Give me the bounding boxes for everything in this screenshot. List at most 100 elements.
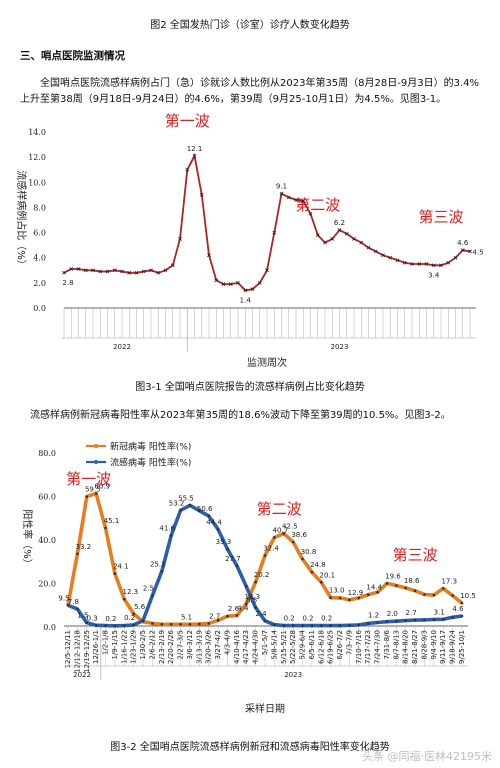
chart1-y-tick-label: 12.0	[28, 153, 46, 162]
positivity-chart: 0.0 20.0 40.0 60.0 80.0 12/5-12/11 12/12-12/18…	[21, 441, 476, 716]
chart2-data-label: 0.2	[124, 614, 135, 622]
chart2-x-tick-label: 6/5-6/11	[308, 630, 316, 660]
chart2-x-tick-label: 6/26-7/2	[336, 630, 344, 660]
chart2-series-point	[122, 624, 126, 627]
chart2-x-tick-label: 3/13-3/19	[195, 630, 203, 664]
chart2-series-point	[338, 596, 342, 600]
chart1-y-tick-label: 14.0	[28, 128, 46, 137]
figure3-2-caption: 图3-2 全国哨点医院流感样病例新冠和流感病毒阳性率变化趋势	[110, 742, 390, 753]
chart2-data-label: 30.8	[301, 548, 317, 556]
chart2-series-point	[94, 624, 98, 627]
chart1-point	[69, 267, 74, 271]
chart1-point	[257, 280, 262, 285]
chart2-x-tick-label: 5/8-5/14	[270, 629, 278, 659]
chart2-data-label: 0.2	[321, 615, 332, 623]
chart1-data-label: 2.8	[62, 279, 73, 287]
chart2-data-label: 24.1	[113, 563, 129, 571]
chart2-y-tick-label: 0.0	[43, 623, 56, 632]
chart2-data-label: 50.6	[197, 505, 213, 513]
chart2-data-label: 55.5	[178, 494, 194, 502]
chart2-data-label: 38.6	[291, 531, 307, 539]
ili-ratio-chart: 0.0 2.0 4.0 6.0 8.0 10.0 12.0 14.0 2022 2023 监测周次 流…	[15, 112, 484, 369]
chart1-point	[323, 240, 327, 245]
chart2-series-point	[226, 547, 229, 551]
chart2-series-point	[376, 621, 379, 624]
chart2-x-tick-label: 2/27-3/5	[177, 630, 185, 660]
chart1-point	[207, 253, 211, 258]
chart2-x-tick-label: 1/9-1/15	[111, 630, 119, 660]
chart2-series-point	[329, 624, 332, 627]
chart2-series-point	[348, 598, 351, 602]
chart2-series-point	[301, 624, 304, 627]
chart2-series-point	[319, 580, 323, 584]
chart1-point	[366, 245, 371, 250]
chart2-series-point	[366, 593, 370, 596]
chart2-series-point	[235, 564, 239, 568]
chart2-x-tick-label: 7/17-7/23	[364, 630, 372, 664]
chart2-data-label: 12.3	[122, 588, 138, 596]
chart2-series-point	[216, 528, 220, 531]
chart1-data-label: 12.1	[187, 145, 203, 153]
chart2-series-point	[395, 584, 398, 587]
chart2-series-point	[273, 623, 276, 626]
chart2-data-label: 27.7	[225, 555, 241, 563]
chart2-data-label: 4.4	[237, 605, 249, 613]
chart1-point	[439, 263, 443, 268]
chart1-y-tick-label: 6.0	[33, 229, 46, 238]
chart2-series-point	[254, 580, 257, 584]
chart2-series-point	[319, 624, 323, 627]
chart1-point	[424, 262, 429, 266]
chart2-series-point	[94, 492, 98, 495]
chart2-y-tick-label: 40.0	[38, 536, 56, 545]
chart2-series-point	[151, 622, 154, 625]
chart2-x-tick-label: 1/23-1/29	[130, 630, 138, 664]
chart2-x-tick-label: 3/27-4/2	[214, 630, 222, 660]
chart1-data-label: 6.2	[334, 219, 345, 227]
chart2-data-label: 2.6	[228, 605, 240, 613]
chart2-x-tick-label: 12/26-1/1	[92, 630, 100, 664]
chart1-point	[76, 267, 81, 271]
chart2-wave-label: 第三波	[393, 546, 438, 564]
chart1-point	[243, 288, 248, 293]
chart1-y-tick-label: 2.0	[33, 279, 46, 288]
chart2-series-point	[460, 601, 464, 605]
chart2-series-point	[179, 508, 182, 512]
chart2-series-point	[160, 622, 164, 626]
chart2-data-label: 42.5	[282, 523, 298, 531]
chart1-point	[344, 231, 349, 236]
chart2-series-point	[357, 623, 361, 627]
chart1-point	[272, 230, 277, 235]
chart2-data-label: 8.5	[246, 597, 257, 605]
chart2-data-label: 10.5	[460, 592, 476, 600]
chart2-series-point	[291, 624, 295, 627]
chart1-data-label: 9.1	[276, 183, 287, 191]
chart2-series-point	[423, 618, 426, 622]
chart2-x-tick-label: 2/20-2/26	[167, 629, 175, 664]
chart2-x-tick-label: 3/6-3/12	[186, 630, 194, 660]
chart1-point	[62, 270, 66, 275]
chart2-x-tick-label: 6/19-6/25	[327, 630, 335, 664]
chart2-x-tick-label: 1/30-2/5	[139, 630, 147, 660]
chart2-series-point	[122, 597, 126, 601]
chart2-series-point	[244, 584, 248, 588]
chart2-series-point	[432, 593, 436, 597]
chart1-point	[185, 167, 190, 172]
chart1-wave-label: 第一波	[165, 112, 210, 130]
chart2-data-label: 44.4	[206, 518, 222, 526]
chart2-wave-label: 第一波	[66, 470, 111, 488]
chart2-data-label: 2.5	[143, 585, 154, 593]
chart2-series	[66, 491, 464, 628]
chart1-data-label: 1.4	[240, 296, 252, 304]
chart2-x-tick-label: 4/3-4/9	[223, 630, 231, 655]
chart2-series-point	[151, 594, 154, 597]
chart2-x-tick-label: 2/6-2/12	[148, 630, 156, 660]
chart2-series-point	[413, 589, 417, 593]
chart2-legend-label: 流感病毒 阳性率(%)	[110, 457, 191, 469]
chart2-data-label: 14.4	[366, 584, 382, 592]
chart1-y-tick-label: 4.0	[33, 254, 46, 263]
chart1-point	[446, 260, 451, 265]
chart2-series-point	[76, 552, 79, 556]
chart2-data-label: 41.6	[159, 525, 175, 533]
chart1-point	[279, 191, 284, 196]
chart1-point	[460, 248, 465, 253]
